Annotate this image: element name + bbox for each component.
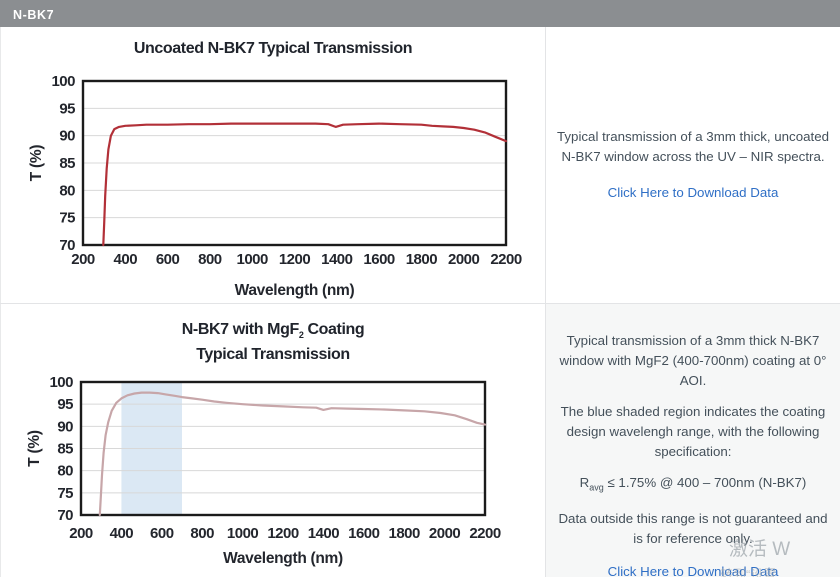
svg-text:200: 200 <box>69 525 93 542</box>
svg-text:2000: 2000 <box>448 251 480 268</box>
svg-text:T (%): T (%) <box>26 430 43 467</box>
svg-text:80: 80 <box>57 463 73 480</box>
svg-text:95: 95 <box>57 396 73 413</box>
svg-text:80: 80 <box>59 182 75 199</box>
svg-text:400: 400 <box>114 251 138 268</box>
coated-transmission-chart: 70 75 80 85 90 95 100 200 400 600 800 1000 1200 1400 1… <box>26 374 501 567</box>
svg-text:95: 95 <box>59 100 75 117</box>
svg-text:600: 600 <box>156 251 180 268</box>
svg-text:90: 90 <box>59 128 75 145</box>
coated-chart-title-line1: N-BK7 with MgF2 Coating <box>181 321 365 341</box>
material-header-label: N-BK7 <box>13 8 55 22</box>
coated-chart-title-line2: Typical Transmission <box>196 346 350 364</box>
svg-text:1400: 1400 <box>308 525 340 542</box>
uncoated-description: Typical transmission of a 3mm thick, unc… <box>557 129 829 164</box>
svg-text:1200: 1200 <box>267 525 299 542</box>
material-header: N-BK7 <box>0 0 840 27</box>
coated-chart-panel: N-BK7 with MgF2 Coating Typical Transmis… <box>0 304 545 577</box>
svg-text:70: 70 <box>57 507 73 524</box>
svg-text:Wavelength (nm): Wavelength (nm) <box>235 282 355 299</box>
svg-text:85: 85 <box>59 155 75 172</box>
section-divider <box>0 303 840 304</box>
svg-text:100: 100 <box>49 374 73 391</box>
svg-text:70: 70 <box>59 237 75 254</box>
uncoated-section: Uncoated N-BK7 Typical Transmission 70 75… <box>0 27 840 303</box>
svg-text:2200: 2200 <box>490 251 522 268</box>
svg-text:800: 800 <box>190 525 214 542</box>
svg-text:1600: 1600 <box>363 251 395 268</box>
svg-text:1400: 1400 <box>321 251 353 268</box>
svg-text:90: 90 <box>57 418 73 435</box>
svg-text:1800: 1800 <box>389 525 421 542</box>
svg-text:1800: 1800 <box>406 251 438 268</box>
coated-description-panel: Typical transmission of a 3mm thick N-BK… <box>545 304 840 577</box>
svg-text:2200: 2200 <box>469 525 501 542</box>
svg-text:Wavelength (nm): Wavelength (nm) <box>223 550 343 567</box>
reference-note: Data outside this range is not guarantee… <box>558 510 828 546</box>
coated-section: N-BK7 with MgF2 Coating Typical Transmis… <box>0 304 840 577</box>
svg-text:1200: 1200 <box>279 251 311 268</box>
coating-band-note: The blue shaded region indicates the coa… <box>560 404 826 459</box>
svg-text:75: 75 <box>57 485 73 502</box>
svg-text:100: 100 <box>51 73 75 90</box>
svg-text:75: 75 <box>59 210 75 227</box>
svg-text:600: 600 <box>150 525 174 542</box>
uncoated-description-panel: Typical transmission of a 3mm thick, unc… <box>545 27 840 303</box>
uncoated-chart-title: Uncoated N-BK7 Typical Transmission <box>133 40 413 57</box>
svg-text:1000: 1000 <box>227 525 259 542</box>
coated-description: Typical transmission of a 3mm thick N-BK… <box>559 333 827 388</box>
uncoated-transmission-chart: 70 75 80 85 90 95 100 200 400 600 800 1000 1200 1400 1… <box>28 73 522 299</box>
svg-text:1600: 1600 <box>348 525 380 542</box>
svg-text:85: 85 <box>57 441 73 458</box>
svg-text:T (%): T (%) <box>28 145 45 182</box>
uncoated-chart-panel: Uncoated N-BK7 Typical Transmission 70 75… <box>0 27 545 303</box>
coating-spec: Ravg ≤ 1.75% @ 400 – 700nm (N-BK7) <box>579 475 807 493</box>
uncoated-download-link[interactable]: Click Here to Download Data <box>607 185 779 200</box>
svg-text:1000: 1000 <box>237 251 269 268</box>
svg-text:400: 400 <box>110 525 134 542</box>
coated-chart-title: N-BK7 with MgF2 Coating Typical Transmis… <box>1 320 545 364</box>
svg-text:800: 800 <box>198 251 222 268</box>
svg-text:2000: 2000 <box>429 525 461 542</box>
coated-download-link[interactable]: Click Here to Download Data <box>607 563 779 577</box>
svg-text:200: 200 <box>71 251 95 268</box>
